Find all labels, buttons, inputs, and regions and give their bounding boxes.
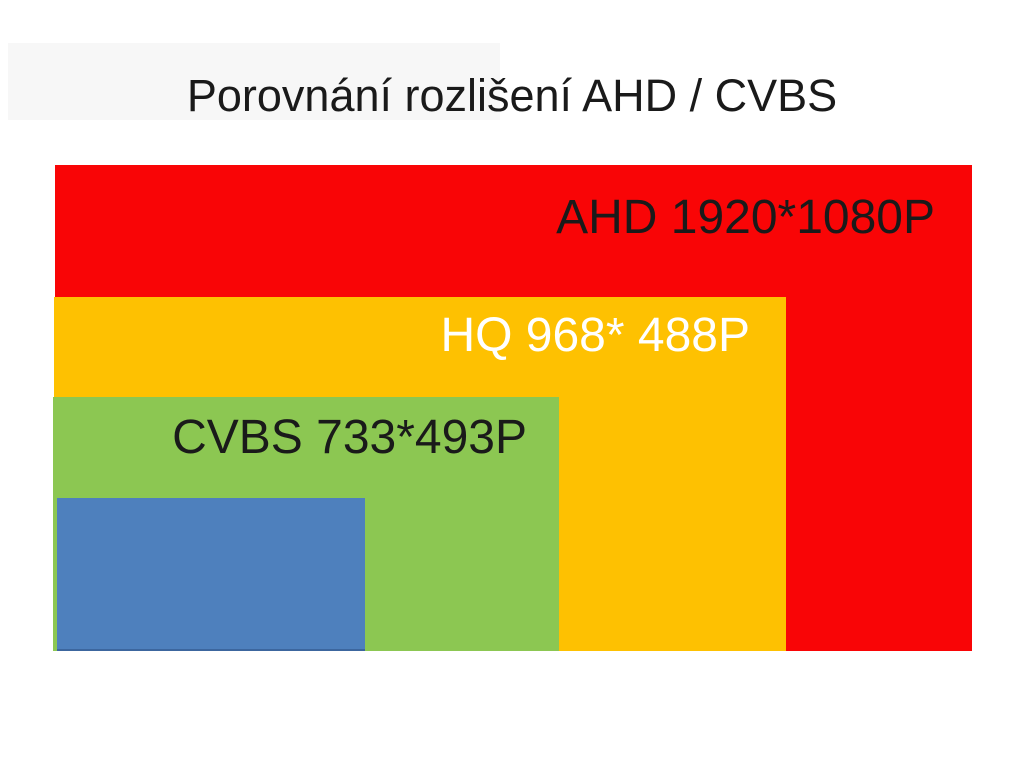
rect-cvbs-label: CVBS 733*493P (172, 411, 527, 464)
rect-hq-label: HQ 968* 488P (440, 309, 750, 362)
rect-smallest-unlabeled (57, 498, 365, 651)
page-title: Porovnání rozlišení AHD / CVBS (186, 70, 838, 121)
watermark-remnant (8, 43, 500, 120)
rect-ahd-label: AHD 1920*1080P (556, 191, 935, 244)
